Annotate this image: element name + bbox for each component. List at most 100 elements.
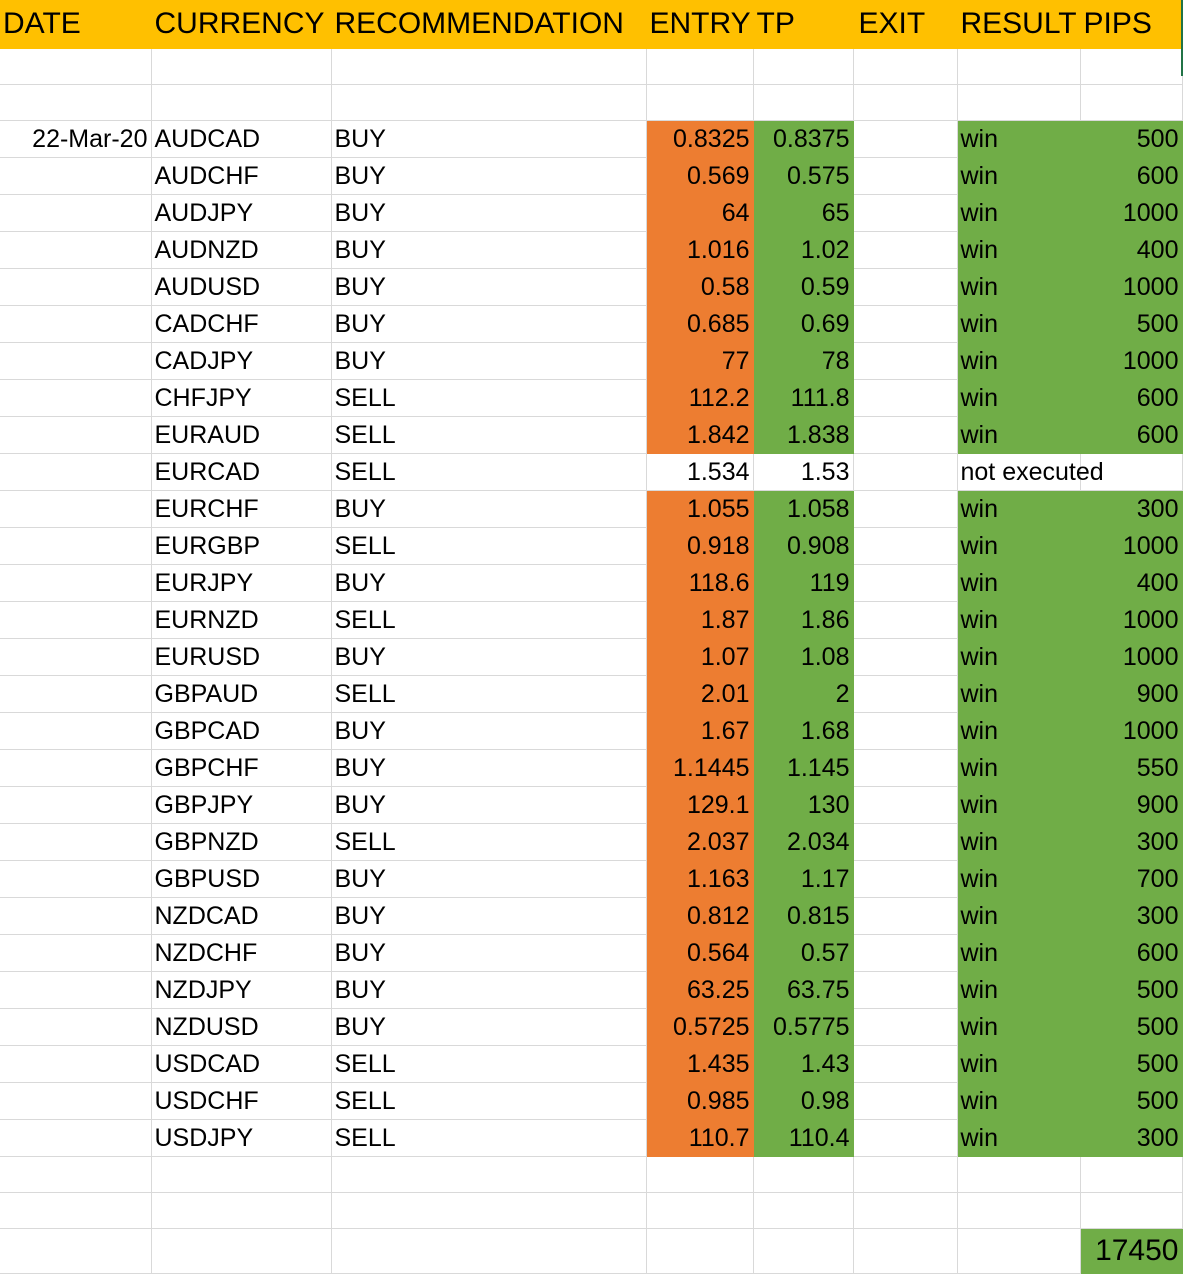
empty-cell[interactable] [753, 84, 854, 121]
empty-cell[interactable] [331, 1156, 647, 1193]
date-cell[interactable] [0, 231, 152, 269]
entry-cell[interactable]: 0.58 [646, 268, 754, 306]
recommendation-cell[interactable]: SELL [331, 1045, 647, 1083]
pips-cell[interactable]: 550 [1080, 749, 1183, 787]
empty-cell[interactable] [331, 84, 647, 121]
empty-cell[interactable] [646, 84, 754, 121]
recommendation-cell[interactable]: BUY [331, 934, 647, 972]
currency-cell[interactable]: CADJPY [151, 342, 332, 380]
date-cell[interactable] [0, 1008, 152, 1046]
result-cell[interactable]: win [957, 749, 1081, 787]
date-cell[interactable] [0, 157, 152, 195]
tp-cell[interactable]: 1.838 [753, 416, 854, 454]
pips-cell[interactable]: 1000 [1080, 268, 1183, 306]
empty-cell[interactable] [753, 48, 854, 85]
tp-cell[interactable]: 1.145 [753, 749, 854, 787]
pips-cell[interactable]: 300 [1080, 823, 1183, 861]
date-cell[interactable] [0, 527, 152, 565]
tp-cell[interactable]: 1.53 [753, 453, 854, 491]
recommendation-cell[interactable]: BUY [331, 971, 647, 1009]
empty-cell[interactable] [853, 1156, 958, 1193]
pips-cell[interactable]: 600 [1080, 416, 1183, 454]
recommendation-cell[interactable]: SELL [331, 1082, 647, 1120]
exit-cell[interactable] [853, 342, 958, 380]
pips-cell[interactable]: 600 [1080, 379, 1183, 417]
result-cell[interactable]: win [957, 1008, 1081, 1046]
exit-cell[interactable] [853, 305, 958, 343]
result-cell[interactable]: win [957, 712, 1081, 750]
currency-cell[interactable]: AUDJPY [151, 194, 332, 232]
header-recommendation[interactable]: RECOMMENDATION [331, 0, 647, 49]
currency-cell[interactable]: GBPCHF [151, 749, 332, 787]
entry-cell[interactable]: 0.5725 [646, 1008, 754, 1046]
header-tp[interactable]: TP [753, 0, 854, 49]
recommendation-cell[interactable]: BUY [331, 305, 647, 343]
currency-cell[interactable]: EURNZD [151, 601, 332, 639]
date-cell[interactable] [0, 675, 152, 713]
recommendation-cell[interactable]: BUY [331, 786, 647, 824]
pips-cell[interactable]: 1000 [1080, 342, 1183, 380]
entry-cell[interactable]: 1.163 [646, 860, 754, 898]
result-cell[interactable]: win [957, 786, 1081, 824]
date-cell[interactable] [0, 342, 152, 380]
entry-cell[interactable]: 1.435 [646, 1045, 754, 1083]
exit-cell[interactable] [853, 712, 958, 750]
result-cell[interactable]: win [957, 527, 1081, 565]
tp-cell[interactable]: 1.68 [753, 712, 854, 750]
exit-cell[interactable] [853, 601, 958, 639]
recommendation-cell[interactable]: BUY [331, 897, 647, 935]
currency-cell[interactable]: NZDJPY [151, 971, 332, 1009]
date-cell[interactable]: 22-Mar-20 [0, 120, 152, 158]
empty-cell[interactable] [957, 1156, 1081, 1193]
exit-cell[interactable] [853, 749, 958, 787]
entry-cell[interactable]: 112.2 [646, 379, 754, 417]
currency-cell[interactable]: EURCHF [151, 490, 332, 528]
exit-cell[interactable] [853, 1082, 958, 1120]
entry-cell[interactable]: 1.67 [646, 712, 754, 750]
exit-cell[interactable] [853, 1119, 958, 1157]
date-cell[interactable] [0, 934, 152, 972]
currency-cell[interactable]: EURAUD [151, 416, 332, 454]
entry-cell[interactable]: 0.564 [646, 934, 754, 972]
recommendation-cell[interactable]: SELL [331, 675, 647, 713]
currency-cell[interactable]: USDCHF [151, 1082, 332, 1120]
tp-cell[interactable]: 0.5775 [753, 1008, 854, 1046]
pips-cell[interactable] [1080, 453, 1183, 491]
entry-cell[interactable]: 0.918 [646, 527, 754, 565]
currency-cell[interactable]: CHFJPY [151, 379, 332, 417]
empty-cell[interactable] [957, 48, 1081, 85]
recommendation-cell[interactable]: BUY [331, 342, 647, 380]
pips-cell[interactable]: 500 [1080, 120, 1183, 158]
result-cell[interactable]: win [957, 675, 1081, 713]
result-cell[interactable]: win [957, 157, 1081, 195]
recommendation-cell[interactable]: BUY [331, 120, 647, 158]
date-cell[interactable] [0, 823, 152, 861]
tp-cell[interactable]: 111.8 [753, 379, 854, 417]
currency-cell[interactable]: USDJPY [151, 1119, 332, 1157]
pips-cell[interactable]: 900 [1080, 675, 1183, 713]
entry-cell[interactable]: 2.01 [646, 675, 754, 713]
pips-cell[interactable]: 500 [1080, 1008, 1183, 1046]
tp-cell[interactable]: 119 [753, 564, 854, 602]
tp-cell[interactable]: 2 [753, 675, 854, 713]
exit-cell[interactable] [853, 379, 958, 417]
result-cell[interactable]: win [957, 601, 1081, 639]
pips-cell[interactable]: 400 [1080, 231, 1183, 269]
pips-cell[interactable]: 1000 [1080, 638, 1183, 676]
empty-cell[interactable] [646, 1156, 754, 1193]
recommendation-cell[interactable]: SELL [331, 453, 647, 491]
currency-cell[interactable]: EURCAD [151, 453, 332, 491]
result-cell[interactable]: win [957, 120, 1081, 158]
date-cell[interactable] [0, 971, 152, 1009]
exit-cell[interactable] [853, 268, 958, 306]
recommendation-cell[interactable]: SELL [331, 823, 647, 861]
date-cell[interactable] [0, 305, 152, 343]
exit-cell[interactable] [853, 860, 958, 898]
recommendation-cell[interactable]: BUY [331, 194, 647, 232]
recommendation-cell[interactable]: BUY [331, 1008, 647, 1046]
empty-cell[interactable] [331, 1192, 647, 1229]
recommendation-cell[interactable]: SELL [331, 1119, 647, 1157]
result-cell[interactable]: win [957, 823, 1081, 861]
date-cell[interactable] [0, 564, 152, 602]
recommendation-cell[interactable]: BUY [331, 490, 647, 528]
